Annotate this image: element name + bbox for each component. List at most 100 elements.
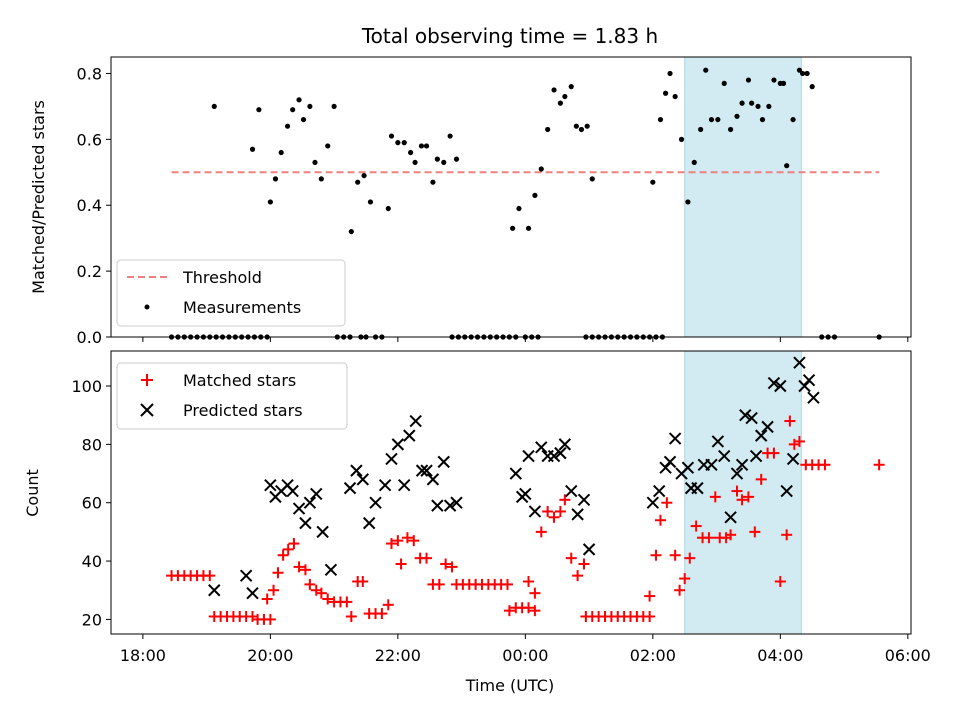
top-measurement-point [584, 123, 590, 129]
matched-star-point [650, 549, 662, 561]
matched-star-point [433, 578, 445, 590]
matched-star-point [572, 570, 584, 582]
predicted-star-point [739, 408, 752, 422]
predicted-star-point [705, 458, 718, 471]
top-measurement-point [650, 179, 656, 185]
matched-star-point [264, 613, 276, 625]
predicted-star-point [653, 484, 666, 498]
matched-star-point [542, 505, 554, 517]
top-measurement-point [784, 163, 790, 169]
top-measurement-point [348, 228, 354, 235]
top-measurement-point [573, 123, 579, 129]
predicted-star-point [437, 455, 450, 469]
predicted-star-point [286, 484, 299, 498]
matched-star-point [565, 552, 577, 564]
bottom-panel: 20 40 60 80 100 18:00 20:00 22:00 00:00 02:00 04:0… [71, 350, 931, 665]
top-y-tick-label: 0.0 [77, 328, 102, 347]
matched-star-point [578, 558, 590, 570]
predicted-star-point [802, 373, 816, 387]
top-measurement-point [538, 166, 544, 172]
matched-star-point [559, 494, 571, 506]
predicted-star-point [724, 511, 737, 524]
matched-star-point [873, 459, 885, 471]
top-shaded-span [684, 56, 802, 338]
top-measurement-point [307, 103, 313, 110]
top-measurement-point [685, 199, 691, 205]
predicted-star-point [767, 376, 781, 390]
top-measurement-point [755, 103, 761, 110]
predicted-star-point [535, 441, 548, 454]
predicted-star-point [761, 420, 774, 434]
top-measurement-point [771, 77, 777, 83]
matched-star-point [819, 459, 831, 471]
matched-star-point [440, 558, 452, 570]
top-measurement-point [790, 116, 796, 123]
legend-measurements-swatch [144, 304, 150, 310]
top-measurement-point [509, 225, 516, 231]
matched-star-point [742, 491, 754, 503]
matched-star-point [268, 584, 280, 596]
predicted-star-point [754, 429, 768, 442]
top-measurement-point [361, 172, 367, 179]
top-measurement-point [739, 100, 745, 106]
top-measurement-point [796, 67, 803, 73]
top-measurement-point [691, 159, 697, 166]
top-measurement-point [557, 100, 564, 106]
predicted-star-point [316, 525, 329, 539]
top-measurement-point [532, 192, 538, 198]
predicted-star-point [415, 464, 429, 477]
matched-star-point [315, 587, 327, 599]
bottom-y-tick-label: 20 [82, 610, 102, 629]
top-measurement-point [385, 205, 391, 212]
predicted-star-point [793, 356, 806, 369]
top-measurement-point [745, 77, 752, 83]
matched-star-point [392, 535, 404, 547]
predicted-star-point [450, 496, 463, 509]
top-measurement-point [325, 143, 331, 149]
matched-star-point [654, 514, 666, 526]
matched-star-point [282, 543, 294, 555]
top-measurement-point [312, 159, 318, 166]
top-measurement-point [296, 97, 302, 103]
top-measurement-point [545, 126, 551, 133]
matched-star-point [261, 593, 273, 605]
top-measurement-point [278, 149, 284, 156]
predicted-star-point [246, 586, 259, 600]
legend-measurements-label: Measurements [183, 298, 301, 317]
top-measurement-point [423, 143, 430, 149]
predicted-star-point [356, 473, 369, 486]
top-panel: 0.0 0.2 0.4 0.6 0.8 [77, 56, 912, 347]
top-measurement-point [525, 225, 532, 231]
x-tick-label: 18:00 [120, 646, 166, 665]
top-measurement-point [708, 116, 715, 123]
top-measurement-point [401, 140, 407, 146]
predicted-star-point [299, 516, 312, 530]
top-measurement-point [800, 70, 806, 77]
x-tick-label: 02:00 [630, 646, 676, 665]
predicted-star-point [303, 496, 317, 509]
legend-predicted-label: Predicted stars [183, 401, 303, 420]
top-measurement-point [749, 100, 755, 106]
predicted-star-point [565, 484, 578, 498]
top-measurement-point [734, 113, 740, 119]
matched-star-point [669, 549, 681, 561]
top-measurement-point [662, 90, 669, 96]
predicted-star-point [774, 379, 787, 393]
matched-star-point [408, 535, 420, 547]
top-measurement-point [318, 176, 324, 182]
top-axes-frame [110, 56, 912, 338]
legend-threshold-label: Threshold [182, 268, 262, 287]
predicted-star-point [292, 502, 306, 515]
predicted-star-point [663, 455, 677, 469]
matched-star-point [784, 415, 796, 427]
matched-star-point [548, 511, 560, 523]
matched-star-point [299, 564, 311, 576]
top-y-tick-label: 0.2 [77, 262, 102, 281]
x-tick-label: 06:00 [885, 646, 931, 665]
matched-star-point [382, 599, 394, 611]
predicted-star-point [646, 496, 660, 509]
top-measurement-point [589, 176, 595, 182]
predicted-star-point [577, 493, 591, 507]
top-measurement-point [355, 179, 361, 185]
